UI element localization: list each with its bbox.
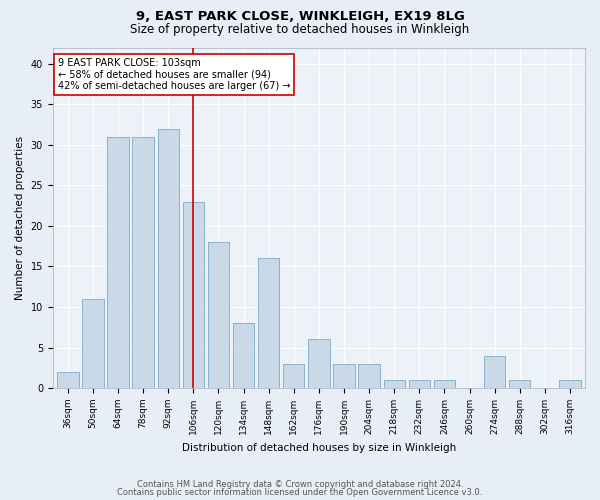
Bar (559, 380, 581, 388)
Bar (383, 380, 405, 388)
Bar (283, 364, 304, 388)
Bar (434, 380, 455, 388)
Bar (107, 136, 129, 388)
Bar (509, 380, 530, 388)
Bar (409, 380, 430, 388)
Text: Size of property relative to detached houses in Winkleigh: Size of property relative to detached ho… (130, 22, 470, 36)
X-axis label: Distribution of detached houses by size in Winkleigh: Distribution of detached houses by size … (182, 442, 456, 452)
Text: Contains HM Land Registry data © Crown copyright and database right 2024.: Contains HM Land Registry data © Crown c… (137, 480, 463, 489)
Text: 9 EAST PARK CLOSE: 103sqm
← 58% of detached houses are smaller (94)
42% of semi-: 9 EAST PARK CLOSE: 103sqm ← 58% of detac… (58, 58, 290, 91)
Text: 9, EAST PARK CLOSE, WINKLEIGH, EX19 8LG: 9, EAST PARK CLOSE, WINKLEIGH, EX19 8LG (136, 10, 464, 23)
Bar (82, 299, 104, 388)
Bar (334, 364, 355, 388)
Bar (158, 128, 179, 388)
Bar (208, 242, 229, 388)
Bar (182, 202, 204, 388)
Bar (308, 340, 329, 388)
Bar (57, 372, 79, 388)
Bar (358, 364, 380, 388)
Y-axis label: Number of detached properties: Number of detached properties (15, 136, 25, 300)
Bar (484, 356, 505, 388)
Bar (133, 136, 154, 388)
Bar (258, 258, 280, 388)
Text: Contains public sector information licensed under the Open Government Licence v3: Contains public sector information licen… (118, 488, 482, 497)
Bar (233, 323, 254, 388)
